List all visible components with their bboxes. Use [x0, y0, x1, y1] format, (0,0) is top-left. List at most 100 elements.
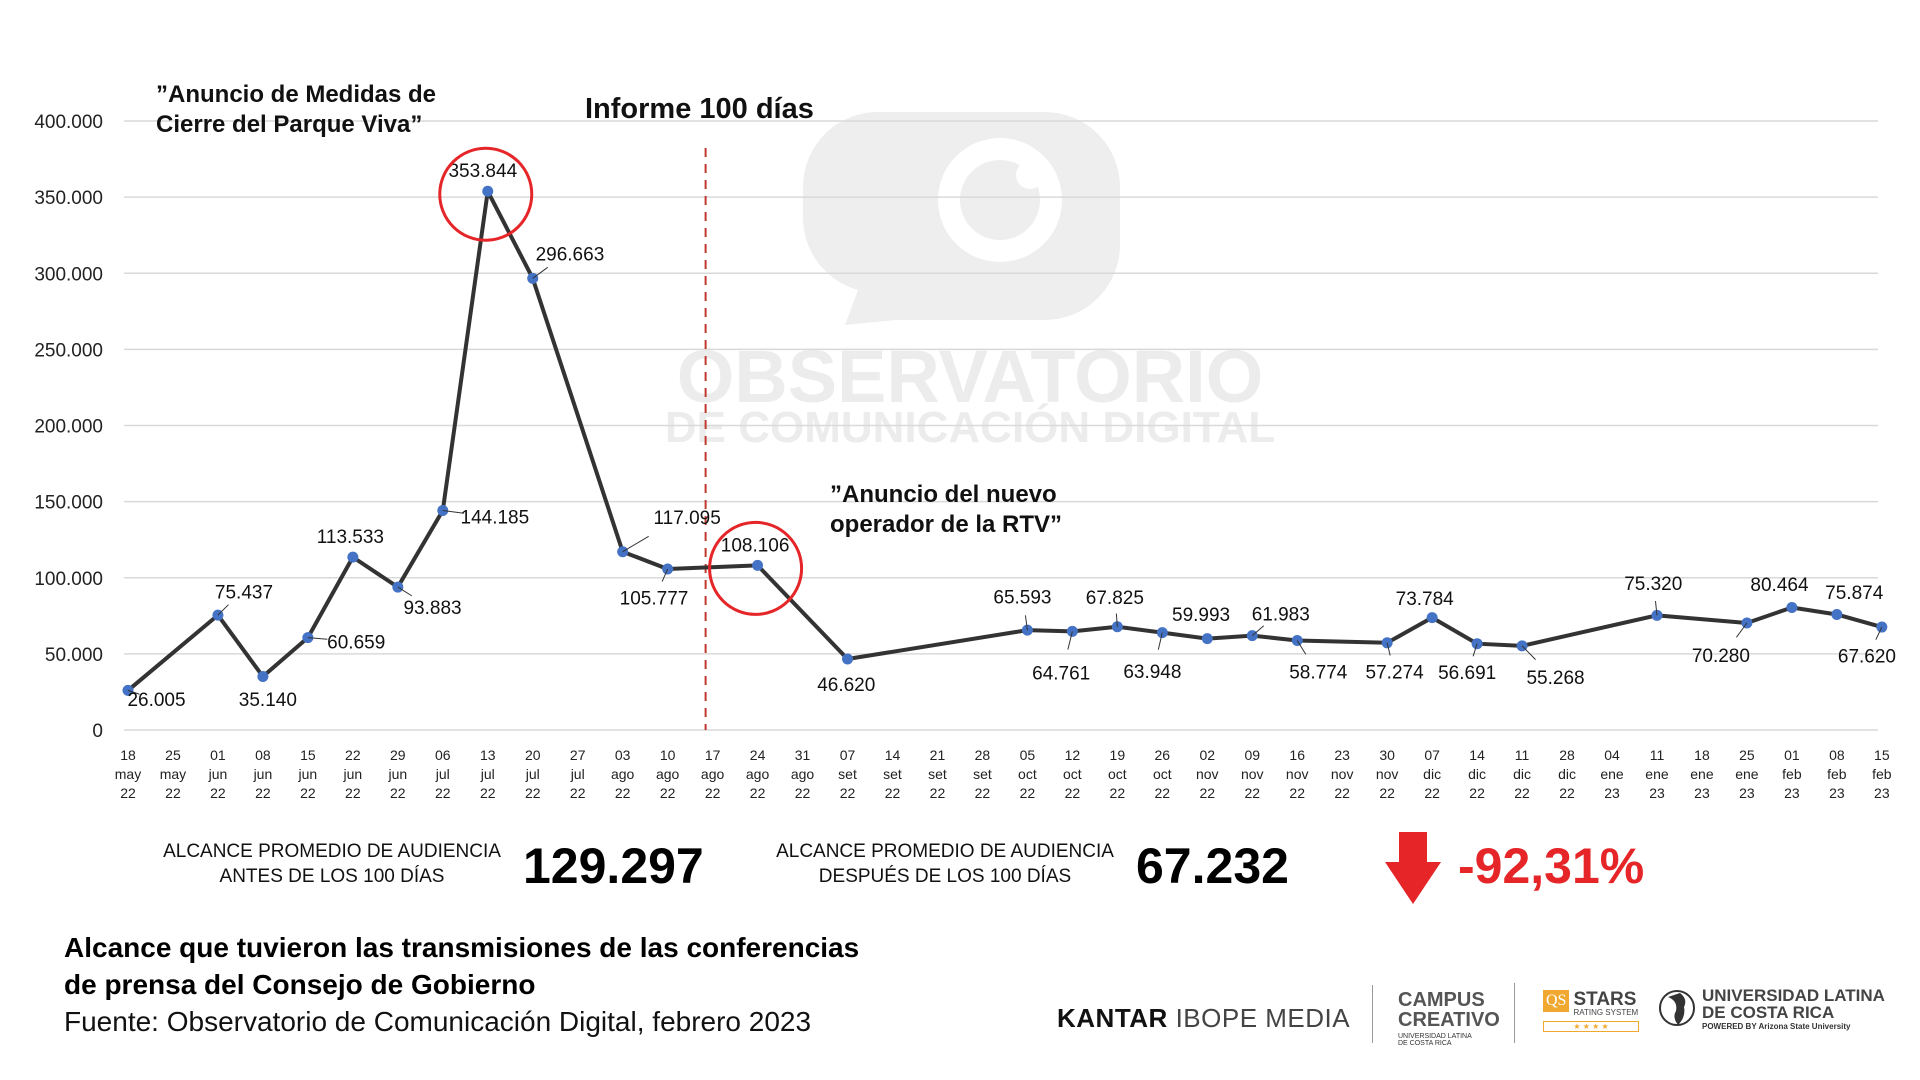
x-tick-label: 11 — [1515, 747, 1530, 763]
x-tick-label: 14 — [1469, 747, 1485, 763]
data-label: 113.533 — [317, 527, 384, 548]
data-point — [1831, 608, 1843, 620]
arrow-down-icon — [1385, 832, 1441, 904]
y-tick-label: 250.000 — [34, 340, 103, 361]
x-tick-label: dic — [1468, 766, 1486, 782]
x-tick-label: 18 — [120, 747, 136, 763]
before-average-value: 129.297 — [523, 838, 704, 894]
label-line: ANTES DE LOS 100 DÍAS — [219, 865, 445, 887]
x-tick-label: jun — [343, 766, 363, 782]
x-tick-label: 22 — [885, 785, 901, 801]
leader-line — [1386, 642, 1391, 656]
x-tick-label: 15 — [300, 747, 316, 763]
leader-line — [1157, 632, 1163, 650]
x-tick-label: 09 — [1244, 747, 1260, 763]
x-tick-label: 22 — [210, 785, 226, 801]
x-tick-label: 07 — [1424, 747, 1440, 763]
leader-line — [217, 604, 229, 616]
x-tick-label: 22 — [1289, 785, 1305, 801]
x-tick-label: oct — [1063, 766, 1082, 782]
x-tick-label: jul — [480, 766, 495, 782]
annotation-informe-100-dias: Informe 100 días — [585, 93, 814, 125]
x-tick-label: 22 — [570, 785, 586, 801]
x-tick-label: 23 — [1334, 747, 1350, 763]
x-tick-label: 31 — [795, 747, 811, 763]
leader-line — [1067, 631, 1073, 650]
x-tick-label: 08 — [255, 747, 271, 763]
x-tick-label: 22 — [390, 785, 406, 801]
logo-text: RATING SYSTEM — [1573, 1008, 1639, 1017]
x-tick-label: 19 — [1110, 747, 1126, 763]
data-label: 60.659 — [327, 632, 385, 653]
x-tick-label: 22 — [1155, 785, 1171, 801]
logo-text: UNIVERSIDAD LATINA — [1398, 1033, 1472, 1040]
x-tick-label: 07 — [840, 747, 856, 763]
y-tick-label: 400.000 — [34, 112, 103, 133]
data-label: 70.280 — [1692, 646, 1750, 667]
star-rating: ★ ★ ★ ★ — [1543, 1021, 1639, 1032]
x-tick-label: nov — [1196, 766, 1219, 782]
highlight-circle — [438, 146, 534, 242]
data-label: 75.437 — [215, 583, 273, 604]
universidad-latina-logo: UNIVERSIDAD LATINA DE COSTA RICA POWERED… — [1658, 987, 1885, 1031]
data-label: 93.883 — [403, 598, 461, 619]
x-tick-label: 23 — [1874, 785, 1890, 801]
data-label: 59.993 — [1172, 605, 1230, 626]
x-tick-label: ago — [746, 766, 770, 782]
x-tick-label: ene — [1690, 766, 1714, 782]
footer-title-line-1: Alcance que tuvieron las transmisiones d… — [64, 932, 860, 963]
x-tick-label: 23 — [1694, 785, 1710, 801]
x-tick-label: 22 — [1559, 785, 1575, 801]
label-line: ALCANCE PROMEDIO DE AUDIENCIA — [776, 841, 1114, 862]
x-tick-label: ene — [1645, 766, 1669, 782]
data-label: 144.185 — [461, 508, 530, 529]
x-tick-label: 22 — [930, 785, 946, 801]
x-tick-label: 08 — [1829, 747, 1845, 763]
data-label: 57.274 — [1366, 662, 1425, 683]
x-tick-label: 22 — [345, 747, 361, 763]
leader-line — [1875, 626, 1883, 640]
x-tick-label: 22 — [120, 785, 136, 801]
x-tick-label: 17 — [705, 747, 721, 763]
x-tick-label: 22 — [1020, 785, 1036, 801]
x-tick-label: 29 — [390, 747, 406, 763]
leader-line — [1296, 640, 1307, 655]
data-label: 73.784 — [1396, 589, 1455, 610]
x-tick-label: 22 — [1065, 785, 1081, 801]
x-tick-label: feb — [1827, 766, 1847, 782]
x-tick-label: 11 — [1650, 747, 1665, 763]
x-tick-label: 22 — [1110, 785, 1126, 801]
x-tick-label: 22 — [1334, 785, 1350, 801]
x-tick-label: jun — [253, 766, 273, 782]
divider — [1514, 983, 1515, 1043]
data-label: 64.761 — [1032, 663, 1090, 684]
logo-text: DE COSTA RICA — [1702, 1003, 1835, 1022]
x-tick-label: 23 — [1829, 785, 1845, 801]
x-tick-label: 22 — [1199, 785, 1215, 801]
leader-line — [442, 509, 464, 514]
kantar-ibope-logo: KANTAR IBOPE MEDIA — [1057, 1003, 1350, 1034]
x-tick-label: 21 — [930, 747, 946, 763]
annotation-line: Cierre del Parque Viva” — [156, 111, 423, 138]
x-tick-label: may — [115, 766, 141, 782]
leader-line — [1024, 615, 1028, 631]
x-tick-label: ago — [656, 766, 680, 782]
annotation-line: operador de la RTV” — [830, 511, 1063, 538]
x-tick-label: 14 — [885, 747, 901, 763]
x-tick-label: nov — [1331, 766, 1354, 782]
data-label: 26.005 — [127, 690, 185, 711]
leader-line — [1251, 625, 1265, 637]
data-label: 65.593 — [993, 588, 1051, 609]
x-tick-label: 05 — [1020, 747, 1036, 763]
logo-text: UNIVERSIDAD LATINA — [1702, 986, 1885, 1005]
after-average-label: ALCANCE PROMEDIO DE AUDIENCIA DESPUÉS DE… — [755, 840, 1135, 889]
logo-text: KANTAR — [1057, 1003, 1168, 1033]
x-tick-label: 22 — [300, 785, 316, 801]
x-tick-label: 23 — [1604, 785, 1620, 801]
data-label: 296.663 — [536, 245, 605, 266]
leader-line — [532, 266, 549, 279]
x-tick-label: 23 — [1649, 785, 1665, 801]
data-label: 75.874 — [1825, 583, 1884, 604]
data-label: 61.983 — [1252, 604, 1310, 625]
before-average-label: ALCANCE PROMEDIO DE AUDIENCIA ANTES DE L… — [142, 840, 522, 889]
